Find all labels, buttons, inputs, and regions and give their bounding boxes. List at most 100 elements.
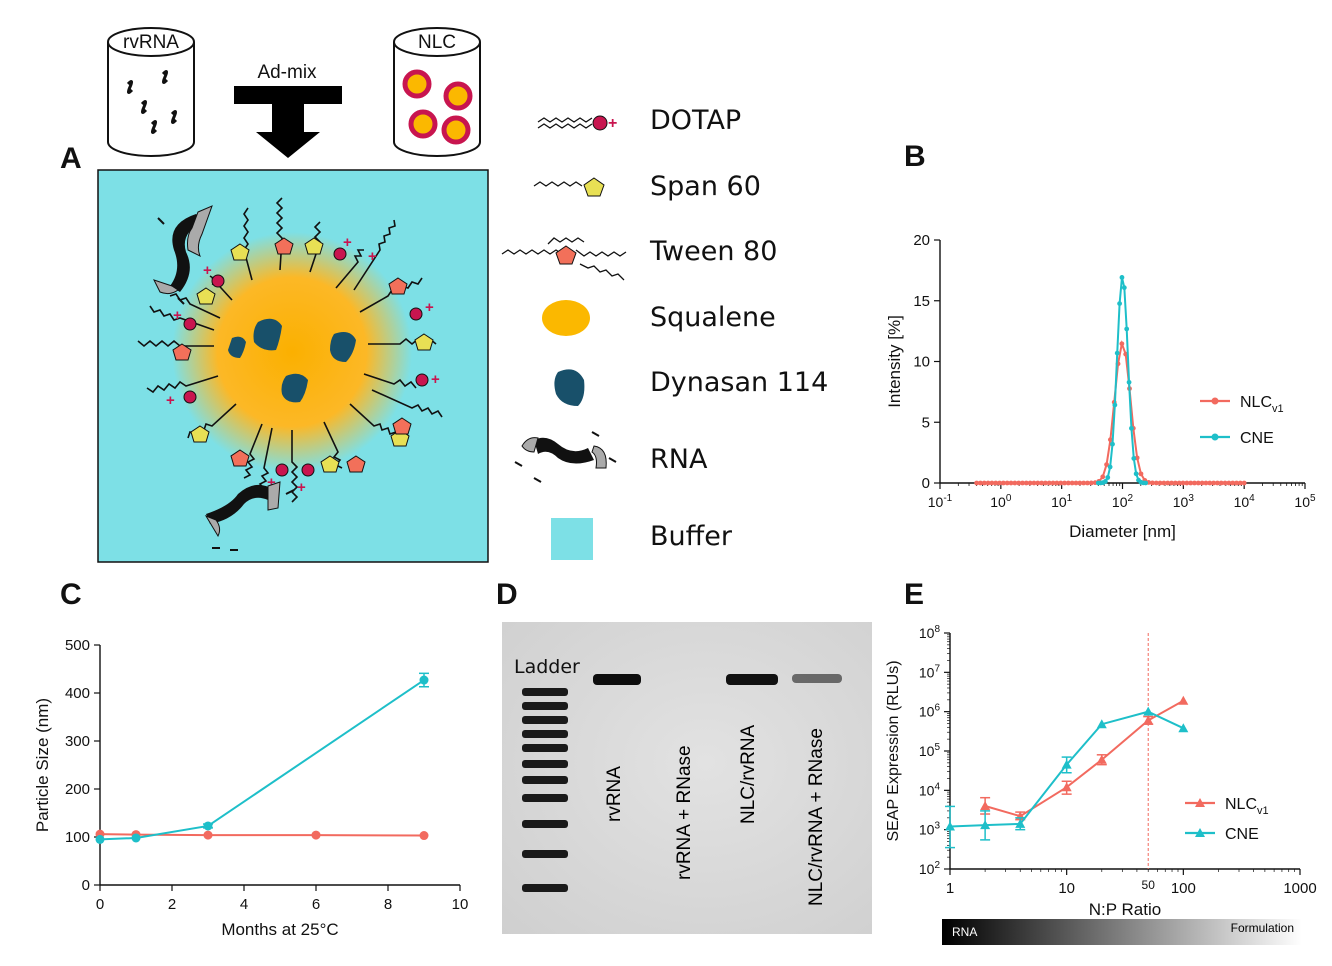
ladder-band [522, 744, 568, 752]
ladder-band [522, 794, 568, 802]
gel-lane-label-rvrna: rvRNA [604, 766, 625, 822]
data-point [974, 480, 980, 486]
data-point [1073, 480, 1079, 486]
data-point [1207, 480, 1213, 486]
data-point [945, 821, 955, 831]
data-point [1012, 480, 1018, 486]
data-point [1085, 480, 1090, 486]
data-point [1105, 475, 1111, 480]
data-point [1062, 480, 1067, 486]
data-point [419, 831, 429, 841]
y-tick-label: 200 [65, 781, 90, 798]
x-tick-label: 1000 [1283, 880, 1316, 897]
data-point [419, 675, 429, 685]
data-point [1061, 759, 1072, 769]
x-tick-label: 6 [312, 896, 320, 913]
data-point [985, 480, 991, 486]
dotap-charges: + + + + + + + + + [166, 234, 440, 496]
gel-lane-label-nlc-rvrna-rnase: NLC/rvRNA + RNase [806, 728, 827, 906]
legend-label-tween80: Tween 80 [650, 236, 778, 267]
data-point [980, 800, 991, 810]
ladder-band [522, 688, 568, 696]
y-axis-title: Intensity [%] [885, 315, 904, 408]
chart-b-size-distribution: 0 5 10 15 20 10-1 100 101 102 103 104 105 Diameter [… [885, 232, 1316, 541]
legend-label: NLCv1 [1240, 394, 1284, 415]
data-point [1050, 480, 1056, 486]
buffer-icon [551, 518, 593, 560]
legend-label-rna: RNA [650, 444, 708, 475]
x-tick-label-50: 50 [1142, 878, 1156, 892]
data-point [1081, 480, 1087, 486]
svg-text:+: + [608, 115, 617, 132]
y-tick-label: 105 [919, 742, 941, 759]
gel-ladder-label: Ladder [514, 656, 580, 678]
squalene-icon [542, 300, 590, 336]
data-point [997, 480, 1002, 486]
series-line-1 [99, 679, 425, 841]
data-point [1100, 474, 1106, 480]
data-point [1226, 480, 1232, 486]
legend-marker [1195, 828, 1205, 837]
admix-label: Ad-mix [257, 62, 317, 83]
dotap-heads [183, 247, 429, 477]
data-point [1199, 480, 1205, 486]
panel-a-schematic: rvRNA Ad-mix NLC [97, 27, 627, 563]
rvrna-label: rvRNA [123, 32, 179, 53]
data-point [981, 480, 987, 486]
ladder-band [522, 850, 568, 858]
data-point [1172, 480, 1178, 486]
y-tick-label: 104 [919, 781, 941, 798]
svg-text:+: + [267, 474, 276, 491]
data-point [1178, 695, 1189, 705]
x-tick-label: 8 [384, 896, 392, 913]
data-point [1131, 456, 1137, 461]
ladder-band [522, 884, 568, 892]
x-tick-label: 104 [1234, 493, 1256, 510]
data-point [311, 830, 321, 840]
data-point [989, 480, 995, 486]
nlc-container-icon [393, 27, 481, 157]
data-point [1008, 480, 1014, 486]
data-point [1241, 480, 1247, 486]
data-point [1129, 425, 1134, 431]
data-point [1150, 480, 1155, 486]
y-tick-label: 106 [919, 703, 941, 720]
x-tick-label: 4 [240, 896, 248, 913]
x-tick-label: 10 [1058, 880, 1075, 897]
dynasan-icon [554, 369, 585, 406]
ladder-band [522, 702, 568, 710]
svg-text:+: + [343, 234, 352, 251]
data-point [1157, 480, 1163, 486]
gel-lane-labels: rvRNA rvRNA + RNase NLC/rvRNA NLC/rvRNA … [604, 724, 827, 906]
data-point [131, 833, 141, 843]
panel-label-c: C [60, 578, 82, 611]
rna-icon [514, 431, 617, 483]
y-tick-label: 108 [919, 624, 941, 641]
data-point [1124, 326, 1130, 332]
gel-band-nlc-rvrna [726, 674, 778, 685]
gel-image [502, 622, 872, 934]
data-point [1110, 441, 1115, 447]
data-point [1188, 480, 1194, 486]
data-point [1020, 480, 1025, 486]
legend-label: NLCv1 [1225, 796, 1269, 817]
y-tick-label: 102 [919, 860, 941, 877]
x-tick-label: 100 [990, 493, 1012, 510]
data-point [1222, 480, 1228, 486]
ladder-band [522, 730, 568, 738]
data-point [1121, 285, 1127, 291]
ladder-band [522, 820, 568, 828]
data-point [1211, 480, 1216, 486]
svg-text:+: + [297, 479, 306, 496]
y-tick-label: 10 [913, 354, 930, 371]
y-tick-label: 15 [913, 293, 930, 310]
data-point [1143, 480, 1149, 486]
data-point [1126, 379, 1132, 385]
svg-text:+: + [368, 248, 377, 265]
x-axis-title: Months at 25°C [221, 920, 338, 939]
x-tick-label: 10-1 [928, 493, 953, 510]
legend-label-dynasan: Dynasan 114 [650, 367, 829, 398]
data-point [1180, 480, 1186, 486]
data-point [1046, 480, 1052, 486]
x-axis-title: N:P Ratio [1089, 900, 1161, 919]
